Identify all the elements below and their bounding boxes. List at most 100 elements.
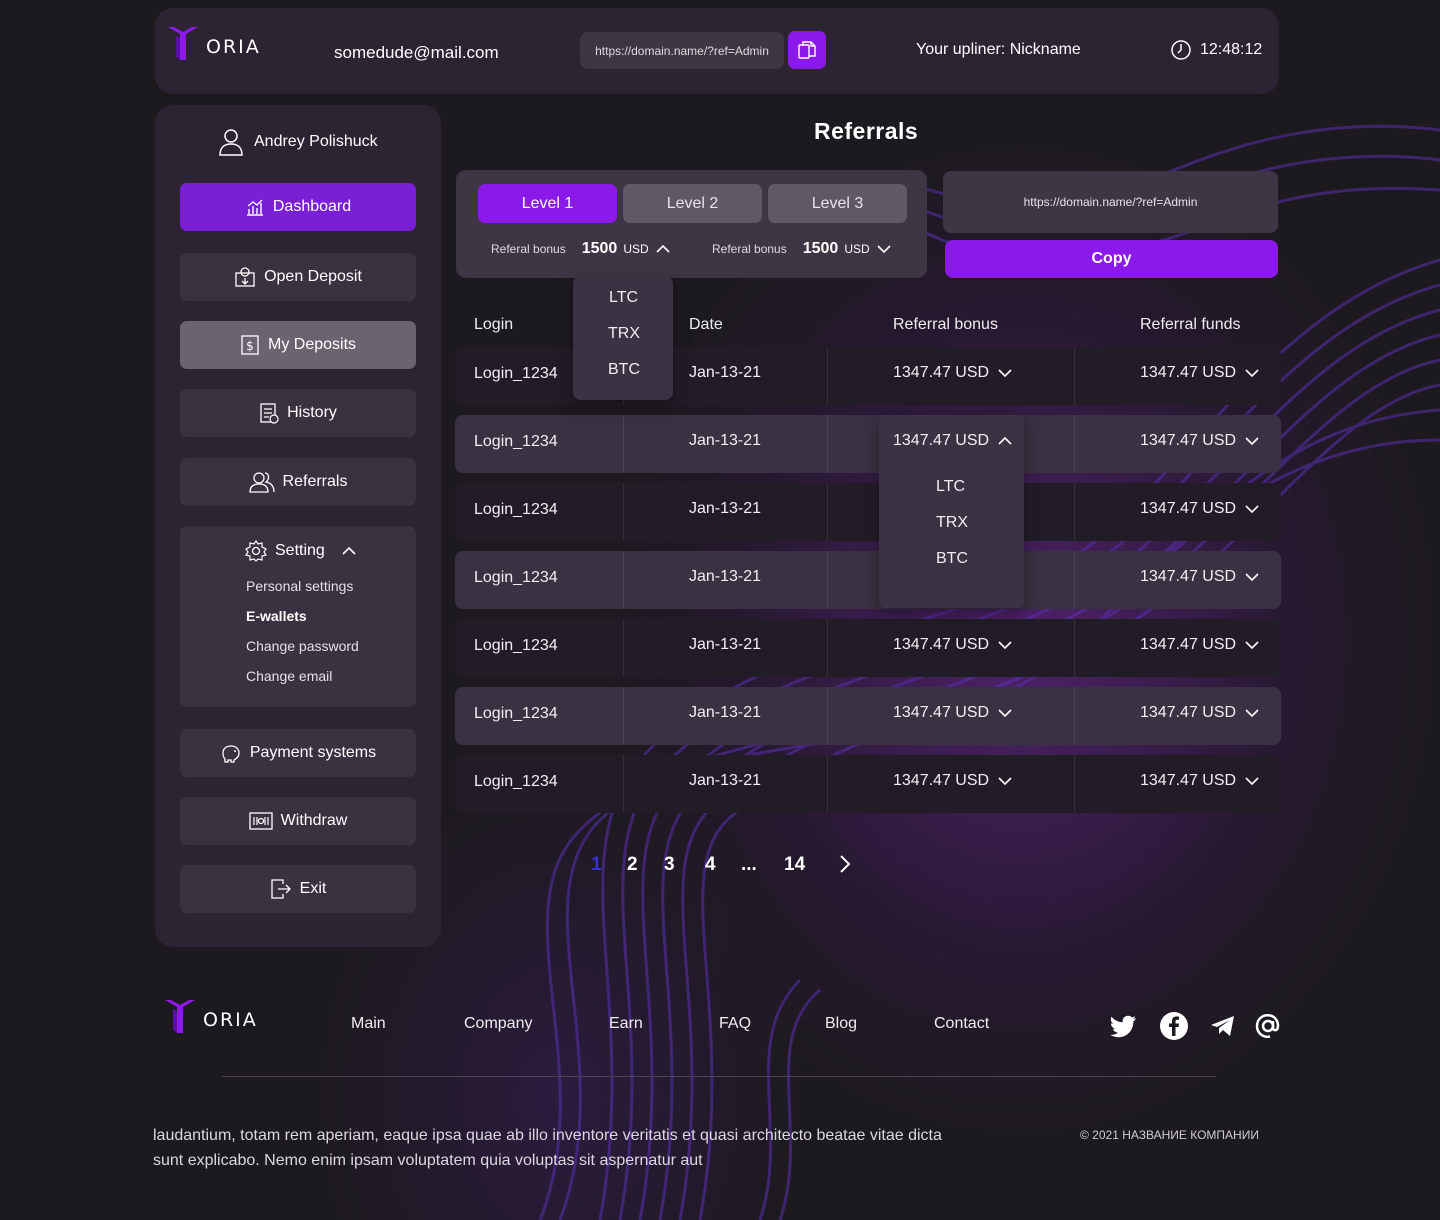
sidebar-label: Open Deposit xyxy=(264,268,362,285)
user-name: Andrey Polishuck xyxy=(254,133,378,150)
dropdown-option-btc[interactable]: BTC xyxy=(608,361,640,378)
clock-time: 12:48:12 xyxy=(1200,41,1263,58)
clock: 12:48:12 xyxy=(1170,39,1262,61)
cell-funds: 1347.47 USD xyxy=(1140,772,1237,789)
chevron-up-icon xyxy=(656,244,670,253)
cell-bonus-dropdown[interactable]: 1347.47 USD xyxy=(893,772,1013,790)
sidebar-item-referrals[interactable]: Referrals xyxy=(180,458,416,506)
cell-login: Login_1234 xyxy=(474,365,558,382)
footer-nav-faq[interactable]: FAQ xyxy=(719,1015,752,1032)
sidebar-item-withdraw[interactable]: Withdraw xyxy=(180,797,416,845)
page-title: Referrals xyxy=(814,118,919,144)
chevron-down-icon xyxy=(1245,437,1259,446)
cell-login: Login_1234 xyxy=(474,637,558,654)
referal-bonus-selector-1[interactable]: Referal bonus 1500 USD xyxy=(491,240,671,258)
chevron-down-icon xyxy=(998,777,1012,786)
chevron-down-icon xyxy=(1245,573,1259,582)
page-2[interactable]: 2 xyxy=(627,854,638,875)
chevron-down-icon xyxy=(998,641,1012,650)
cell-bonus: 1347.47 USD xyxy=(893,636,990,653)
cell-bonus-dropdown[interactable]: 1347.47 USD xyxy=(893,704,1013,722)
user-icon xyxy=(219,129,243,156)
cell-login: Login_1234 xyxy=(474,433,558,450)
tab-level-3[interactable]: Level 3 xyxy=(768,184,907,223)
footer-nav-blog[interactable]: Blog xyxy=(825,1015,858,1032)
cell-funds-dropdown[interactable]: 1347.47 USD xyxy=(1140,704,1260,722)
sidebar-label: History xyxy=(287,404,337,421)
cell-funds: 1347.47 USD xyxy=(1140,568,1237,585)
copy-link-button[interactable] xyxy=(788,31,826,69)
cell-bonus-dropdown[interactable]: 1347.47 USD xyxy=(893,636,1013,654)
at-icon[interactable] xyxy=(1253,1011,1283,1041)
cell-login: Login_1234 xyxy=(474,569,558,586)
page-14[interactable]: 14 xyxy=(784,854,806,875)
column-referral-funds: Referral funds xyxy=(1140,316,1241,333)
sidebar-item-payment-systems[interactable]: Payment systems xyxy=(180,729,416,777)
footer-nav-company[interactable]: Company xyxy=(464,1015,533,1032)
telegram-icon[interactable] xyxy=(1208,1011,1238,1041)
cell-bonus-dropdown[interactable]: 1347.47 USD xyxy=(893,364,1013,382)
tab-level-1[interactable]: Level 1 xyxy=(478,184,617,223)
cell-funds-dropdown[interactable]: 1347.47 USD xyxy=(1140,432,1260,450)
tab-level-2[interactable]: Level 2 xyxy=(623,184,762,223)
referral-link-field[interactable]: https://domain.name/?ref=Admin xyxy=(943,171,1278,233)
table-row xyxy=(455,415,1281,473)
sidebar-item-history[interactable]: History xyxy=(180,389,416,437)
dropdown-option-ltc[interactable]: LTC xyxy=(609,289,639,306)
dollar-icon: $ xyxy=(241,335,259,355)
settings-change-email[interactable]: Change email xyxy=(246,668,333,684)
cell-funds-dropdown[interactable]: 1347.47 USD xyxy=(1140,500,1260,518)
sidebar-item-exit[interactable]: Exit xyxy=(180,865,416,913)
sidebar-item-setting[interactable]: Setting xyxy=(245,540,357,562)
bonus-value: 1500 xyxy=(802,240,839,257)
user-profile[interactable]: Andrey Polishuck xyxy=(218,128,378,156)
footer-nav-main[interactable]: Main xyxy=(351,1015,386,1032)
dropdown-option-trx[interactable]: TRX xyxy=(608,325,640,342)
table-row xyxy=(455,483,1281,541)
page-1[interactable]: 1 xyxy=(591,854,602,875)
page-4[interactable]: 4 xyxy=(705,854,716,875)
svg-text:$: $ xyxy=(246,339,254,353)
sidebar-label: Referrals xyxy=(282,473,348,490)
cell-date: Jan-13-21 xyxy=(689,704,762,721)
facebook-icon[interactable] xyxy=(1159,1011,1189,1041)
cell-login: Login_1234 xyxy=(474,501,558,518)
cell-bonus-dropdown-open[interactable]: 1347.47 USD xyxy=(893,432,1013,450)
page-3[interactable]: 3 xyxy=(664,854,675,875)
footer-nav-contact[interactable]: Contact xyxy=(934,1015,990,1032)
footer-nav-earn[interactable]: Earn xyxy=(609,1015,643,1032)
sidebar-item-dashboard[interactable]: Dashboard xyxy=(180,183,416,231)
cell-funds-dropdown[interactable]: 1347.47 USD xyxy=(1140,636,1260,654)
cell-date: Jan-13-21 xyxy=(689,636,762,653)
settings-change-password[interactable]: Change password xyxy=(246,638,359,654)
logo-icon xyxy=(168,27,198,60)
table-row xyxy=(455,619,1281,677)
settings-ewallets[interactable]: E-wallets xyxy=(246,608,307,624)
header-ref-link[interactable]: https://domain.name/?ref=Admin xyxy=(580,32,784,69)
settings-personal[interactable]: Personal settings xyxy=(246,578,354,594)
dropdown-option-ltc[interactable]: LTC xyxy=(936,478,966,495)
chart-icon xyxy=(246,199,263,216)
cell-funds-dropdown[interactable]: 1347.47 USD xyxy=(1140,772,1260,790)
sidebar-item-my-deposits[interactable]: $ My Deposits xyxy=(180,321,416,369)
referal-bonus-selector-2[interactable]: Referal bonus 1500 USD xyxy=(712,240,892,258)
cell-funds-dropdown[interactable]: 1347.47 USD xyxy=(1140,568,1260,586)
cell-funds: 1347.47 USD xyxy=(1140,364,1237,381)
copy-button[interactable]: Copy xyxy=(945,240,1278,278)
chevron-right-icon[interactable] xyxy=(838,854,852,874)
cell-funds-dropdown[interactable]: 1347.47 USD xyxy=(1140,364,1260,382)
withdraw-icon xyxy=(249,812,273,830)
twitter-icon[interactable] xyxy=(1108,1011,1138,1041)
cell-funds: 1347.47 USD xyxy=(1140,704,1237,721)
chevron-up-icon xyxy=(342,546,356,555)
dropdown-option-btc[interactable]: BTC xyxy=(936,550,968,567)
sidebar-item-open-deposit[interactable]: Open Deposit xyxy=(180,253,416,301)
user-email: somedude@mail.com xyxy=(334,43,499,62)
header-logo[interactable]: ORIA xyxy=(166,24,261,62)
column-date: Date xyxy=(689,316,723,333)
copy-icon xyxy=(798,41,816,59)
dropdown-option-trx[interactable]: TRX xyxy=(936,514,968,531)
bonus-value: 1500 xyxy=(581,240,618,257)
footer-logo[interactable]: ORIA xyxy=(163,996,258,1036)
upliner-info: Your upliner: Nickname xyxy=(916,41,1081,58)
